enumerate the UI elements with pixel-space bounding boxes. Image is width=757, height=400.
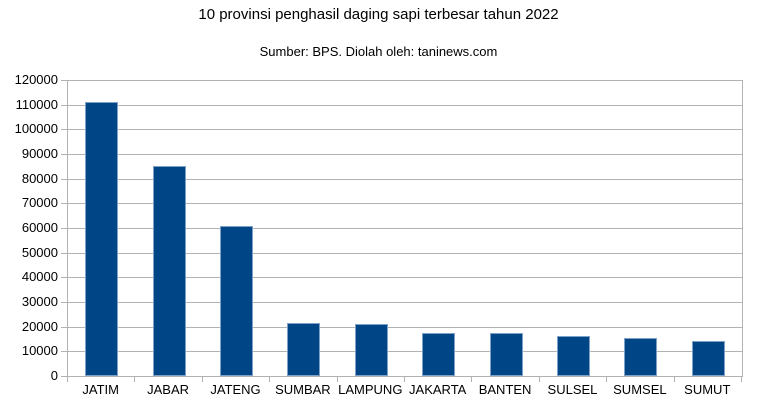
bar-jabar	[152, 166, 186, 376]
x-tick-label: SUMBAR	[275, 382, 331, 397]
bar-sulsel	[557, 336, 590, 376]
x-tick-mark	[202, 377, 203, 382]
y-tick-label: 10000	[21, 343, 58, 359]
chart-subtitle: Sumber: BPS. Diolah oleh: taninews.com	[259, 44, 498, 59]
bar-jatim	[85, 102, 119, 376]
x-tick-label: LAMPUNG	[338, 382, 403, 397]
x-tick-label: SUMUT	[684, 382, 731, 397]
x-tick-label: SULSEL	[547, 382, 598, 397]
gridline	[68, 302, 742, 303]
gridline	[68, 326, 742, 328]
bar-jateng	[220, 226, 253, 376]
y-tick-label: 70000	[21, 195, 58, 211]
x-tick-mark	[134, 377, 135, 382]
x-axis-ticks	[67, 377, 742, 382]
bar-lampung	[354, 324, 388, 376]
y-tick-label: 20000	[21, 318, 58, 334]
chart-title: 10 provinsi penghasil daging sapi terbes…	[198, 6, 559, 23]
gridline	[68, 351, 742, 353]
gridline	[68, 252, 742, 254]
y-tick-label: 110000	[15, 96, 58, 112]
y-tick-mark	[61, 376, 67, 377]
y-tick-mark	[61, 302, 67, 303]
x-tick-mark	[404, 377, 405, 382]
gridline	[68, 80, 742, 81]
y-tick-label: 30000	[21, 294, 58, 309]
x-tick-label: JAKARTA	[409, 382, 467, 397]
bar-sumbar	[287, 323, 321, 376]
y-axis-labels: 0 10000 20000 30000 40000 50000 60000 70000 8000…	[0, 73, 58, 383]
gridline	[68, 228, 742, 229]
y-tick-label: 120000	[14, 72, 58, 87]
y-tick-label: 0	[50, 368, 58, 383]
y-tick-label: 100000	[14, 121, 58, 137]
bar-jakarta	[422, 333, 456, 376]
x-tick-mark	[674, 377, 675, 382]
y-tick-mark	[61, 277, 67, 279]
y-tick-mark	[61, 178, 67, 180]
y-axis-ticks	[61, 80, 67, 377]
x-tick-mark	[741, 377, 742, 382]
y-tick-mark	[61, 104, 67, 106]
x-tick-mark	[67, 377, 68, 382]
y-tick-label: 90000	[21, 146, 58, 161]
y-tick-label: 50000	[21, 244, 58, 260]
x-tick-mark	[539, 377, 540, 382]
x-tick-label: BANTEN	[478, 382, 532, 397]
x-tick-mark	[269, 377, 270, 382]
y-tick-mark	[61, 252, 67, 254]
y-tick-label: 40000	[21, 269, 58, 285]
bar-sumut	[691, 341, 725, 376]
x-tick-mark	[337, 377, 338, 382]
x-tick-label: SUMSEL	[613, 382, 667, 397]
y-tick-mark	[61, 326, 67, 328]
x-tick-label: JABAR	[147, 382, 190, 397]
plot-area	[67, 80, 743, 377]
x-tick-label: JATENG	[210, 382, 261, 397]
bar-banten	[489, 333, 523, 376]
gridline	[68, 154, 742, 155]
y-tick-label: 80000	[21, 170, 58, 186]
y-tick-mark	[61, 80, 67, 81]
gridline	[68, 104, 742, 106]
x-tick-label: JATIM	[82, 382, 119, 397]
gridline	[68, 129, 742, 131]
x-tick-mark	[471, 377, 472, 382]
x-axis-labels: JATIM JABAR JATENG SUMBAR LAMPUNG JAKARTA BANT…	[67, 382, 742, 398]
gridline	[68, 277, 742, 279]
y-tick-label: 60000	[21, 220, 58, 235]
y-tick-mark	[61, 154, 67, 155]
bar-sumsel	[624, 338, 658, 376]
y-tick-mark	[61, 228, 67, 229]
x-tick-mark	[606, 377, 607, 382]
y-tick-mark	[61, 351, 67, 353]
y-tick-mark	[61, 203, 67, 205]
gridline	[68, 178, 742, 180]
gridline	[68, 203, 742, 205]
y-tick-mark	[61, 129, 67, 131]
